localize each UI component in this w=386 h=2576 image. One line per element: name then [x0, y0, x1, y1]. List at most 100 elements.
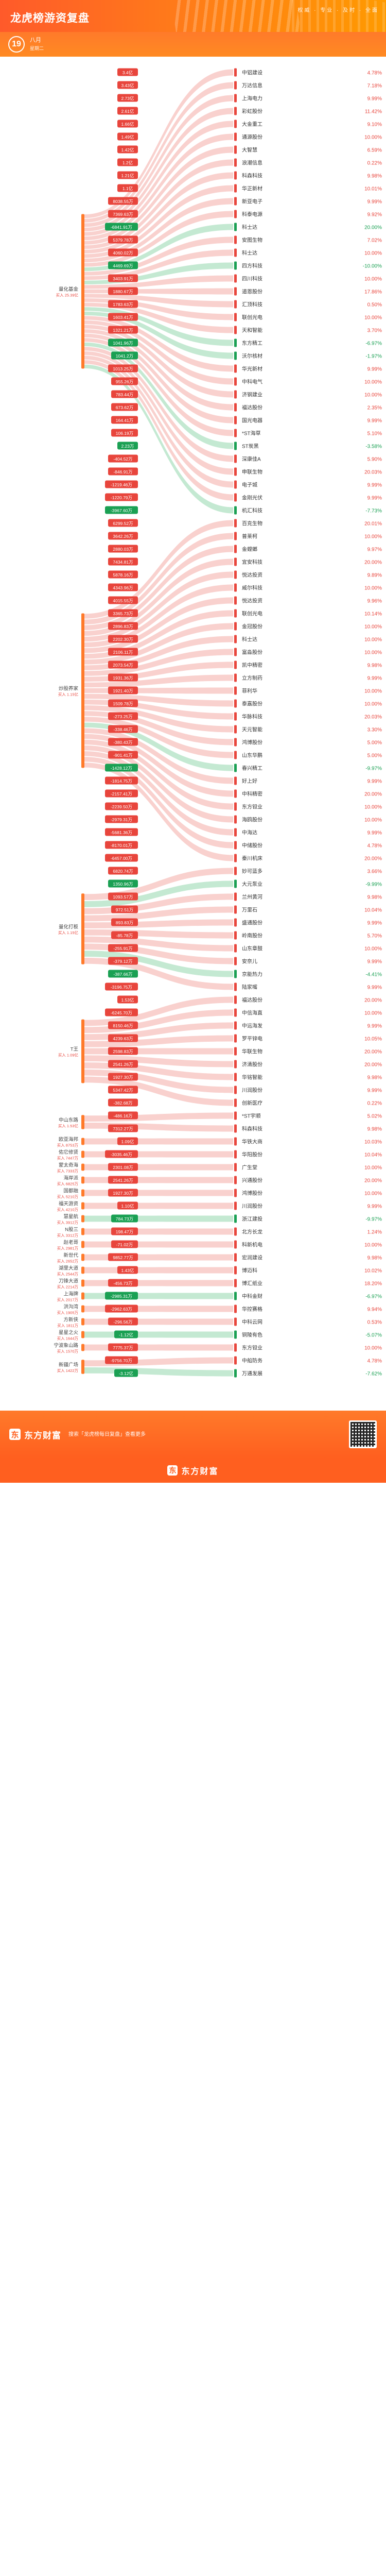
svg-text:中科精密: 中科精密: [242, 791, 262, 798]
brand-mark-bottom-icon: 东: [167, 1465, 178, 1476]
svg-text:买入 2214万: 买入 2214万: [57, 1285, 79, 1290]
svg-text:中储股份: 中储股份: [242, 842, 262, 849]
svg-text:买入 2017万: 买入 2017万: [57, 1298, 79, 1302]
svg-text:中海达: 中海达: [242, 829, 257, 836]
svg-text:673.62万: 673.62万: [116, 405, 134, 410]
svg-text:大金重工: 大金重工: [242, 121, 262, 128]
svg-text:9.98%: 9.98%: [367, 663, 382, 669]
svg-text:悦达投资: 悦达投资: [242, 598, 262, 604]
svg-text:汇顶科技: 汇顶科技: [242, 301, 262, 308]
svg-text:悦达投资: 悦达投资: [242, 572, 262, 579]
svg-text:1880.67万: 1880.67万: [113, 289, 133, 294]
svg-text:买入 6825万: 买入 6825万: [57, 1182, 79, 1187]
page-root: 龙虎榜游资复盘 权威 · 专业 · 及时 · 全面 19 八月 星期二 量化基金…: [0, 0, 386, 1483]
svg-text:20.03%: 20.03%: [364, 715, 382, 720]
svg-text:7312.27万: 7312.27万: [113, 1126, 133, 1131]
svg-text:机汇科技: 机汇科技: [242, 507, 262, 514]
svg-text:10.02%: 10.02%: [364, 1268, 382, 1274]
svg-text:T王: T王: [71, 1047, 79, 1053]
bottom-bar: 东 东方财富: [0, 1458, 386, 1483]
svg-text:博汇纸业: 博汇纸业: [242, 1280, 262, 1287]
svg-text:华铭智能: 华铭智能: [242, 1074, 262, 1081]
svg-text:秦川机床: 秦川机床: [242, 855, 262, 862]
svg-text:-1.12亿: -1.12亿: [119, 1332, 133, 1337]
svg-text:9.99%: 9.99%: [367, 831, 382, 836]
svg-text:东方钽业: 东方钽业: [242, 1345, 262, 1351]
svg-text:9.98%: 9.98%: [367, 1075, 382, 1081]
svg-text:福达股份: 福达股份: [242, 997, 262, 1004]
svg-text:7369.63万: 7369.63万: [113, 212, 133, 217]
svg-text:5.00%: 5.00%: [367, 753, 382, 759]
svg-text:10.00%: 10.00%: [364, 586, 382, 591]
svg-text:-1.97%: -1.97%: [365, 354, 382, 360]
svg-text:2.73亿: 2.73亿: [121, 96, 134, 101]
svg-text:4239.63万: 4239.63万: [113, 1036, 133, 1041]
svg-text:10.00%: 10.00%: [364, 1011, 382, 1016]
svg-text:0.22%: 0.22%: [367, 161, 382, 166]
svg-text:9.99%: 9.99%: [367, 96, 382, 102]
svg-text:-85.78万: -85.78万: [116, 933, 133, 938]
svg-text:-2239.50万: -2239.50万: [111, 804, 132, 809]
svg-text:罗平锌电: 罗平锌电: [242, 1036, 262, 1042]
svg-text:-2962.63万: -2962.63万: [111, 1307, 132, 1312]
svg-text:宁波象山路: 宁波象山路: [54, 1343, 78, 1349]
svg-text:-10.00%: -10.00%: [363, 264, 382, 269]
svg-text:济清股份: 济清股份: [242, 1061, 262, 1068]
svg-text:京能热力: 京能热力: [242, 971, 262, 978]
svg-text:2202.30万: 2202.30万: [113, 637, 133, 642]
svg-text:道恩股份: 道恩股份: [242, 289, 262, 295]
svg-text:3.30%: 3.30%: [367, 727, 382, 733]
svg-text:1041.2万: 1041.2万: [116, 353, 134, 359]
qr-code-icon[interactable]: [349, 1420, 377, 1448]
svg-text:1.66亿: 1.66亿: [121, 122, 134, 127]
svg-text:1321.21万: 1321.21万: [113, 328, 133, 333]
svg-text:2541.26万: 2541.26万: [113, 1062, 133, 1067]
svg-text:万里石: 万里石: [242, 907, 257, 913]
svg-text:7434.81万: 7434.81万: [113, 560, 133, 565]
svg-text:1.1亿: 1.1亿: [122, 186, 133, 191]
svg-text:7.18%: 7.18%: [367, 83, 382, 89]
svg-text:买入 1570万: 买入 1570万: [57, 1349, 79, 1354]
svg-text:铜陵有色: 铜陵有色: [242, 1332, 262, 1338]
svg-text:5.02%: 5.02%: [367, 1114, 382, 1120]
svg-text:万通发展: 万通发展: [242, 1370, 262, 1377]
svg-text:9.97%: 9.97%: [367, 547, 382, 553]
svg-text:-3196.75万: -3196.75万: [111, 985, 132, 990]
svg-text:浙江建投: 浙江建投: [242, 1216, 262, 1223]
svg-text:20.03%: 20.03%: [364, 470, 382, 476]
svg-text:买入 1422万: 买入 1422万: [57, 1368, 79, 1373]
svg-text:9.99%: 9.99%: [367, 676, 382, 682]
svg-text:10.01%: 10.01%: [364, 187, 382, 192]
svg-text:20.01%: 20.01%: [364, 521, 382, 527]
svg-text:-9.97%: -9.97%: [365, 766, 382, 772]
footer-logo: 东 东方财富: [9, 1428, 61, 1441]
svg-text:方新侠: 方新侠: [63, 1317, 78, 1323]
svg-text:-3.58%: -3.58%: [365, 444, 382, 450]
svg-text:鸿博股份: 鸿博股份: [242, 1190, 262, 1197]
svg-text:-6.97%: -6.97%: [365, 341, 382, 347]
svg-text:4.78%: 4.78%: [367, 1359, 382, 1364]
svg-text:四川科技: 四川科技: [242, 276, 262, 282]
svg-text:量化基金: 量化基金: [59, 286, 79, 293]
svg-text:2.23万: 2.23万: [121, 444, 134, 449]
svg-text:10.00%: 10.00%: [364, 650, 382, 656]
svg-text:中远海发: 中远海发: [242, 1023, 262, 1029]
svg-text:10.04%: 10.04%: [364, 1153, 382, 1158]
svg-text:-6245.70万: -6245.70万: [111, 1010, 132, 1015]
svg-text:买入 1.15亿: 买入 1.15亿: [58, 930, 79, 935]
svg-text:9.99%: 9.99%: [367, 1204, 382, 1210]
svg-text:N股三: N股三: [65, 1227, 78, 1233]
svg-text:0.53%: 0.53%: [367, 1320, 382, 1326]
svg-text:10.00%: 10.00%: [364, 805, 382, 810]
svg-text:-404.52万: -404.52万: [113, 456, 132, 462]
svg-text:中科云网: 中科云网: [242, 1319, 262, 1326]
svg-text:10.00%: 10.00%: [364, 393, 382, 398]
svg-text:1783.63万: 1783.63万: [113, 302, 133, 307]
svg-text:天元智能: 天元智能: [242, 726, 262, 733]
svg-text:1.24%: 1.24%: [367, 1230, 382, 1235]
svg-text:10.05%: 10.05%: [364, 1037, 382, 1042]
svg-text:买入 4210万: 买入 4210万: [57, 1208, 79, 1212]
svg-text:9.98%: 9.98%: [367, 174, 382, 179]
svg-text:9.99%: 9.99%: [367, 985, 382, 991]
svg-text:-1220.79万: -1220.79万: [111, 495, 132, 500]
